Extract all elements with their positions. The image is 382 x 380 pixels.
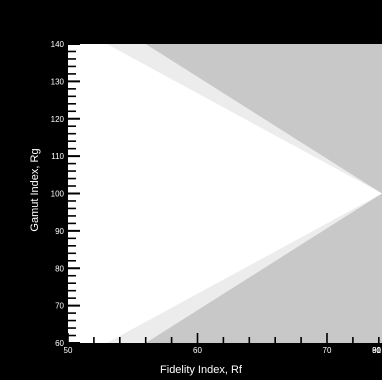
x-tick-label: 50 <box>64 346 73 355</box>
y-tick-label: 60 <box>55 339 64 348</box>
x-axis-label: Fidelity Index, Rf <box>160 364 243 376</box>
y-tick-label: 110 <box>51 152 64 161</box>
x-tick-label: 1 <box>377 346 382 355</box>
y-axis-label: Gamut Index, Rg <box>29 148 41 231</box>
y-tick-label: 120 <box>51 115 65 124</box>
y-tick-label: 80 <box>55 264 64 273</box>
y-tick-label: 70 <box>55 302 64 311</box>
x-tick-label: 80 <box>372 346 381 355</box>
y-tick-label: 100 <box>51 190 65 199</box>
y-tick-label: 90 <box>55 227 64 236</box>
plot-area <box>68 44 382 343</box>
x-tick-label: 60 <box>193 346 202 355</box>
y-tick-label: 140 <box>51 40 65 49</box>
inner-boundary-region <box>68 44 382 343</box>
x-tick-label: 70 <box>323 346 332 355</box>
y-tick-label: 130 <box>51 77 65 86</box>
x-tick-label: 90 <box>372 346 381 355</box>
